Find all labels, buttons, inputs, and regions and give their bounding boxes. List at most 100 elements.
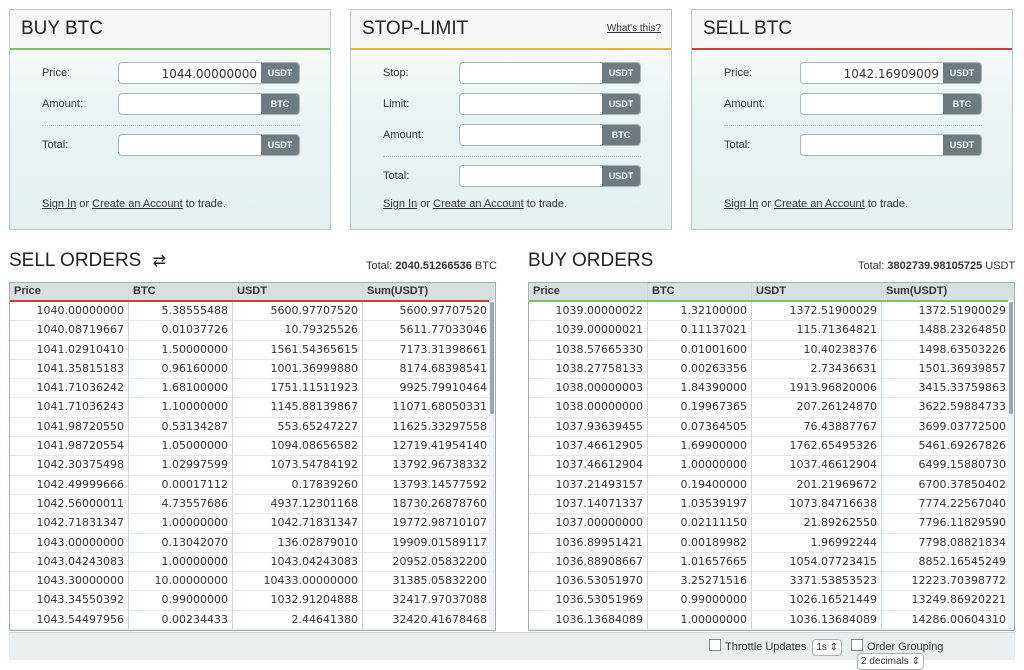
table-row[interactable]: 1038.00000003 1.84390000 1913.96820006 3415… [529, 379, 1014, 399]
buy-orders-body: 1039.00000022 1.32100000 1372.51900029 1372… [529, 302, 1014, 631]
buy-total-input[interactable]: USDT [118, 134, 300, 156]
sell-price-input[interactable]: 1042.16909009 USDT [800, 62, 982, 84]
table-row[interactable]: 1041.98720550 0.53134287 553.65247227 11625… [10, 417, 495, 438]
stop-total-input[interactable]: USDT [459, 165, 641, 187]
table-row[interactable]: 1043.30000000 10.00000000 10433.00000000 31… [10, 572, 495, 592]
grouping-label: Order Grouping [867, 641, 944, 653]
cell-sum: 1498.63503226 [918, 342, 1006, 356]
table-row[interactable]: 1036.53051970 3.25271516 3371.53853523 1222… [529, 572, 1014, 592]
cell-btc: 10.00000000 [129, 572, 233, 591]
whats-this-link[interactable]: What's this? [606, 23, 661, 34]
col-sum[interactable]: Sum(USDT) [886, 285, 948, 297]
sell-scrollbar[interactable] [489, 300, 495, 630]
limit-label: Limit: [383, 98, 410, 110]
stop-signin-link[interactable]: Sign In [383, 198, 418, 210]
sell-total-input[interactable]: USDT [800, 134, 982, 156]
grouping-select[interactable]: 2 decimals ⇕ [857, 653, 924, 670]
col-price[interactable]: Price [10, 283, 129, 300]
cell-btc: 1.10000000 [129, 398, 233, 417]
table-row[interactable]: 1043.54497956 0.00234433 2.44641380 32420.4… [10, 610, 495, 630]
throttle-select[interactable]: 1s ⇕ [812, 639, 843, 656]
table-row[interactable]: 1041.71036242 1.68100000 1751.11511923 9925… [10, 379, 495, 399]
cell-price: 1038.57665330 [529, 340, 648, 359]
cell-price: 1043.34550392 [10, 591, 129, 610]
table-row[interactable]: 1043.00000000 0.13042070 136.02879010 19909… [10, 533, 495, 553]
sell-create-account-link[interactable]: Create an Account [774, 198, 865, 210]
table-row[interactable]: 1042.49999666 0.00017112 0.17839260 13793.1… [10, 475, 495, 495]
sell-scroll-thumb[interactable] [490, 302, 494, 414]
buy-scrollbar[interactable] [1008, 300, 1014, 630]
table-row[interactable]: 1036.13684089 1.00000000 1036.13684089 1428… [529, 610, 1014, 630]
stop-amount-input[interactable]: BTC [459, 124, 641, 146]
cell-price: 1036.00000000 [529, 630, 648, 631]
table-row[interactable]: 1038.00000000 0.19967365 207.26124870 3622.… [529, 398, 1014, 418]
table-row[interactable]: 1037.46612904 1.00000000 1037.46612904 6499… [529, 456, 1014, 476]
cell-btc: 1.05000000 [129, 437, 233, 456]
col-usdt[interactable]: USDT [233, 283, 363, 300]
swap-icon[interactable]: ⇄ [152, 253, 167, 270]
cell-price: 1040.08719667 [10, 321, 129, 340]
orderbook-footer: Throttle Updates 1s ⇕ Order Grouping2 dec… [9, 632, 1015, 670]
col-sum[interactable]: Sum(USDT) [367, 285, 429, 297]
cell-sum: 6700.37850402 [918, 477, 1006, 491]
cell-usdt: 115.71364821 [752, 321, 882, 340]
table-row[interactable]: 1039.00000022 1.32100000 1372.51900029 1372… [529, 302, 1014, 322]
col-btc[interactable]: BTC [129, 283, 233, 300]
limit-input[interactable]: USDT [459, 93, 641, 115]
buy-orders-title: BUY ORDERS [528, 250, 654, 271]
table-row[interactable]: 1038.27758133 0.00263356 2.73436631 1501.36… [529, 359, 1014, 380]
buy-amount-input[interactable]: BTC [118, 93, 300, 115]
sell-orders-header: Price BTC USDT Sum(USDT) [10, 283, 495, 302]
table-row[interactable]: 1037.21493157 0.19400000 201.21969672 6700.… [529, 475, 1014, 495]
table-row[interactable]: 1041.71036243 1.10000000 1145.88139867 1107… [10, 398, 495, 418]
table-row[interactable]: 1040.08719667 0.01037726 10.79325526 5611.7… [10, 321, 495, 341]
buy-create-account-link[interactable]: Create an Account [92, 198, 183, 210]
cell-price: 1042.56000011 [10, 494, 129, 514]
stop-unit: USDT [602, 63, 640, 83]
cell-price: 1042.49999666 [10, 475, 129, 494]
table-row[interactable]: 1043.711419571.040000001085.459876353350… [10, 630, 495, 631]
buy-amount-label: Amount: [42, 98, 83, 110]
cell-price: 1043.30000000 [10, 572, 129, 591]
grouping-checkbox[interactable] [851, 639, 863, 651]
table-row[interactable]: 1036.000000001.014135311050.644181161533… [529, 630, 1014, 631]
col-btc[interactable]: BTC [648, 283, 752, 300]
table-row[interactable]: 1042.30375498 1.02997599 1073.54784192 1379… [10, 456, 495, 476]
table-row[interactable]: 1043.34550392 0.99000000 1032.91204888 3241… [10, 591, 495, 611]
sell-total-unit: USDT [943, 135, 981, 155]
table-row[interactable]: 1042.56000011 4.73557686 4937.12301168 1873… [10, 494, 495, 515]
table-row[interactable]: 1037.46612905 1.69900000 1762.65495326 5461… [529, 437, 1014, 457]
cell-sum: 1501.36939857 [918, 361, 1006, 375]
col-price[interactable]: Price [529, 283, 648, 300]
table-row[interactable]: 1040.00000000 5.38555488 5600.97707520 5600… [10, 302, 495, 322]
stop-create-account-link[interactable]: Create an Account [433, 198, 524, 210]
cell-sum: 13792.96738332 [392, 458, 487, 472]
table-row[interactable]: 1043.04243083 1.00000000 1043.04243083 2095… [10, 552, 495, 573]
cell-sum: 1372.51900029 [918, 304, 1006, 317]
table-row[interactable]: 1038.57665330 0.01001600 10.40238376 1498.6… [529, 340, 1014, 360]
table-row[interactable]: 1036.53051969 0.99000000 1026.16521449 1324… [529, 591, 1014, 611]
sell-signin-link[interactable]: Sign In [724, 198, 759, 210]
stop-input[interactable]: USDT [459, 62, 641, 84]
table-row[interactable]: 1042.71831347 1.00000000 1042.71831347 1977… [10, 514, 495, 534]
cell-sum: 14286.00604310 [911, 612, 1006, 626]
table-row[interactable]: 1041.98720554 1.05000000 1094.08656582 1271… [10, 437, 495, 457]
table-row[interactable]: 1039.00000021 0.11137021 115.71364821 1488.… [529, 321, 1014, 341]
table-row[interactable]: 1036.89951421 0.00189982 1.96992244 7798.08… [529, 533, 1014, 553]
buy-signin-link[interactable]: Sign In [42, 198, 77, 210]
cell-sum: 5611.77033046 [399, 323, 487, 337]
buy-price-input[interactable]: 1044.00000000 USDT [118, 62, 300, 84]
buy-scroll-thumb[interactable] [1009, 302, 1013, 414]
cell-price: 1037.21493157 [529, 475, 648, 494]
sell-amount-input[interactable]: BTC [800, 93, 982, 115]
table-row[interactable]: 1037.14071337 1.03539197 1073.84716638 7774… [529, 494, 1014, 515]
table-row[interactable]: 1037.00000000 0.02111150 21.89262550 7796.1… [529, 514, 1014, 534]
col-usdt[interactable]: USDT [752, 283, 882, 300]
buy-orders-header: Price BTC USDT Sum(USDT) [529, 283, 1014, 302]
table-row[interactable]: 1041.35815183 0.96160000 1001.36999880 8174… [10, 359, 495, 380]
table-row[interactable]: 1036.88908667 1.01657665 1054.07723415 8852… [529, 552, 1014, 573]
cell-usdt: 1762.65495326 [752, 437, 882, 456]
throttle-checkbox[interactable] [709, 639, 721, 651]
table-row[interactable]: 1041.02910410 1.50000000 1561.54365615 7173… [10, 340, 495, 360]
table-row[interactable]: 1037.93639455 0.07364505 76.43887767 3699.0… [529, 417, 1014, 438]
